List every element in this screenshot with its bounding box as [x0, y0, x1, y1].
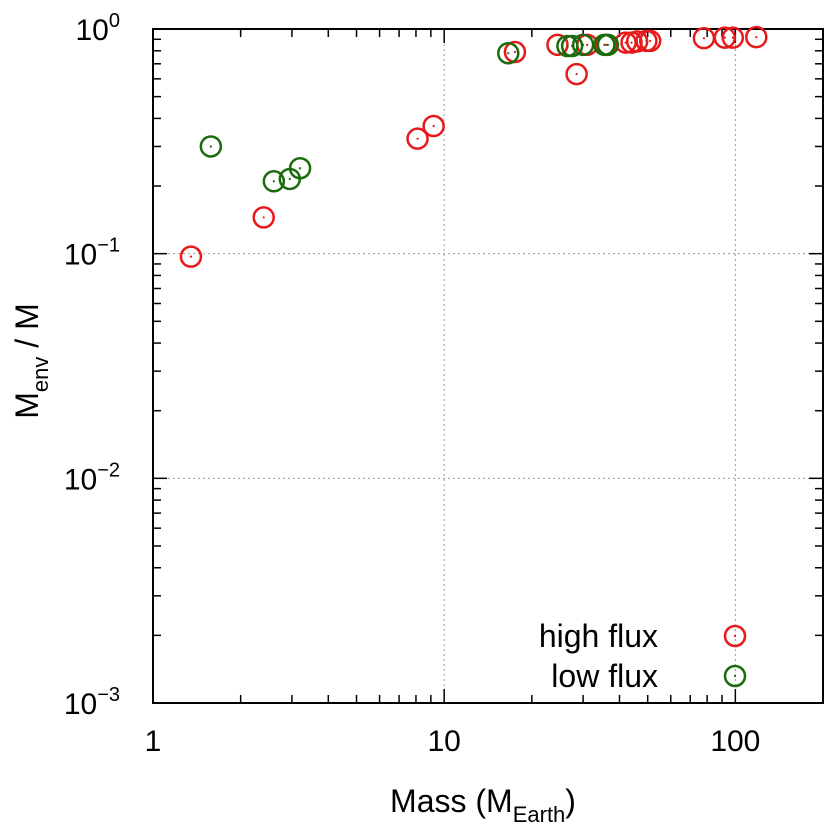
point-marker	[560, 34, 584, 58]
point-high-flux	[565, 62, 588, 86]
x-tick-label: 100	[710, 725, 760, 758]
x-axis-label-tail: )	[565, 783, 576, 819]
y-tick-label-base: 10	[64, 239, 97, 272]
x-tick-label: 1	[145, 725, 162, 758]
point-marker	[721, 26, 745, 49]
point-marker	[497, 41, 520, 65]
y-axis-label: Menv / M	[9, 303, 53, 418]
point-low-flux	[497, 41, 520, 65]
point-marker	[745, 25, 768, 49]
point-center	[507, 52, 510, 55]
legend: high flux low flux	[539, 618, 747, 694]
point-marker	[638, 29, 662, 53]
data-points	[179, 25, 768, 268]
x-axis-label-main: Mass (M	[390, 783, 513, 819]
point-low-flux	[288, 156, 312, 180]
point-center	[566, 44, 569, 48]
point-center	[416, 137, 419, 140]
y-tick-label-base: 10	[76, 14, 109, 47]
point-high-flux	[713, 26, 737, 49]
point-low-flux	[199, 135, 223, 158]
axis-ticks	[152, 28, 824, 704]
point-marker	[262, 170, 286, 193]
point-marker	[179, 245, 203, 268]
x-tick-label: 10	[427, 725, 460, 758]
y-tick-label: 10−3	[64, 684, 120, 721]
plot-frame	[152, 28, 824, 704]
y-tick-label-exponent: −1	[97, 235, 120, 257]
point-low-flux	[596, 33, 620, 57]
point-marker	[565, 62, 588, 86]
point-high-flux	[692, 26, 716, 50]
point-center	[272, 180, 275, 183]
point-center	[603, 43, 606, 46]
legend-label-low-flux: low flux	[551, 658, 658, 694]
point-low-flux	[262, 170, 286, 193]
y-tick-label: 10−1	[64, 235, 120, 272]
y-tick-label-base: 10	[64, 463, 97, 496]
point-center	[575, 72, 578, 76]
y-axis-label-tail: / M	[9, 303, 45, 356]
point-center	[723, 36, 726, 39]
y-tick-label: 10−2	[64, 459, 120, 496]
point-marker	[546, 33, 569, 57]
point-high-flux	[252, 206, 275, 229]
y-axis-label-main: M	[9, 392, 45, 419]
point-high-flux	[745, 25, 768, 49]
point-center	[298, 167, 302, 170]
point-marker	[199, 135, 223, 158]
point-center	[513, 50, 517, 54]
x-axis-label-sub: Earth	[513, 802, 566, 827]
x-axis-label: Mass (MEarth)	[390, 783, 576, 827]
point-center	[209, 145, 212, 148]
grid-lines	[153, 29, 823, 703]
point-marker	[571, 33, 595, 57]
point-high-flux	[422, 114, 445, 138]
point-center	[731, 36, 734, 39]
point-center	[606, 43, 609, 46]
point-center	[649, 39, 652, 43]
y-tick-label-exponent: −3	[97, 684, 120, 706]
point-center	[288, 177, 291, 181]
point-high-flux	[179, 245, 203, 268]
point-marker	[422, 114, 445, 138]
point-low-flux	[571, 33, 595, 57]
legend-marker-center	[733, 634, 737, 638]
point-center	[630, 41, 633, 44]
point-marker	[406, 127, 429, 150]
point-high-flux	[638, 29, 662, 53]
legend-label-high-flux: high flux	[539, 618, 658, 654]
y-tick-label-exponent: 0	[109, 10, 120, 32]
y-axis-label-sub: env	[28, 357, 53, 392]
point-marker	[596, 33, 620, 57]
point-center	[702, 37, 706, 40]
point-center	[262, 216, 265, 219]
legend-marker-center	[733, 674, 737, 678]
point-marker	[713, 26, 737, 49]
point-center	[189, 255, 193, 258]
point-high-flux	[406, 127, 429, 150]
point-high-flux	[721, 26, 745, 49]
point-center	[581, 43, 585, 46]
point-marker	[288, 156, 312, 180]
legend-marker-low-flux	[723, 664, 747, 688]
y-tick-label-base: 10	[64, 688, 97, 721]
point-center	[645, 39, 648, 43]
y-tick-label: 100	[76, 10, 121, 47]
point-center	[755, 36, 758, 39]
point-center	[586, 43, 589, 46]
point-marker	[252, 206, 275, 229]
point-center	[605, 43, 608, 46]
y-tick-label-exponent: −2	[97, 459, 120, 481]
point-center	[432, 124, 435, 128]
legend-marker-high-flux	[723, 624, 747, 648]
